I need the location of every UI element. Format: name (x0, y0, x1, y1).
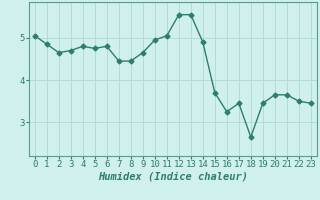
X-axis label: Humidex (Indice chaleur): Humidex (Indice chaleur) (98, 172, 248, 182)
